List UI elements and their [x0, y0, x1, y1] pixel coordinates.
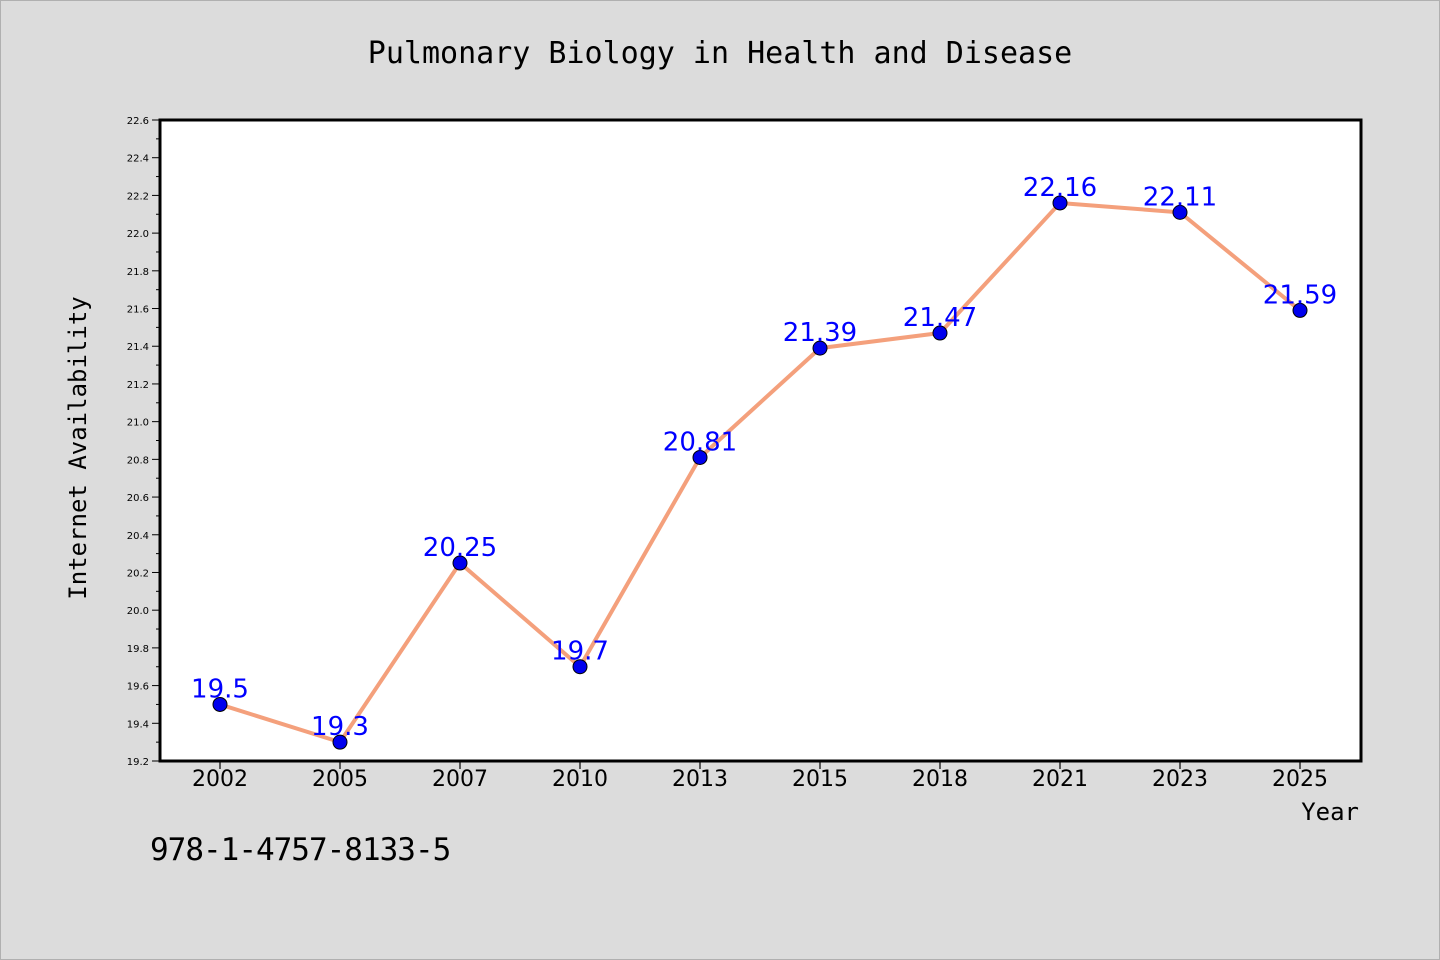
- series-line: [218, 200, 1302, 745]
- y-tick-label: 21.2: [127, 380, 149, 391]
- data-markers: [212, 195, 1308, 750]
- data-label: 22.11: [1143, 182, 1217, 212]
- data-label: 21.47: [903, 303, 977, 333]
- y-tick-label: 21.4: [127, 342, 149, 353]
- x-tick-label: 2013: [672, 767, 728, 792]
- y-tick-label: 21.6: [127, 305, 149, 316]
- data-point: [1172, 204, 1188, 220]
- y-tick-label: 20.0: [127, 606, 149, 617]
- x-tick-label: 2021: [1032, 767, 1088, 792]
- y-tick-label: 19.4: [127, 719, 149, 730]
- chart-title: Pulmonary Biology in Health and Disease: [368, 36, 1072, 71]
- data-point: [452, 555, 468, 571]
- y-tick-label: 22.6: [127, 116, 149, 127]
- data-point: [932, 325, 948, 341]
- data-label: 21.39: [783, 318, 857, 348]
- isbn-text: 978-1-4757-8133-5: [150, 832, 451, 868]
- x-tick-label: 2010: [552, 767, 608, 792]
- y-tick-label: 19.2: [127, 757, 149, 768]
- y-tick-label: 20.4: [127, 531, 149, 542]
- y-tick-label: 22.2: [127, 191, 149, 202]
- data-label: 20.81: [663, 427, 737, 457]
- data-point: [212, 696, 228, 712]
- y-tick-label: 22.0: [127, 229, 149, 240]
- y-axis-label: Internet Availability: [64, 296, 92, 599]
- data-point: [572, 659, 588, 675]
- data-label: 22.16: [1023, 173, 1097, 203]
- data-label: 19.5: [191, 674, 249, 704]
- data-point: [1052, 195, 1068, 211]
- x-tick-label: 2005: [312, 767, 368, 792]
- data-label: 20.25: [423, 533, 497, 563]
- x-tick-label: 2025: [1272, 767, 1328, 792]
- data-point: [812, 340, 828, 356]
- data-labels: 19.5 19.3 20.25 19.7 20.81 21.39 21.47 22.16 22.…: [191, 173, 1337, 742]
- data-label: 19.7: [551, 637, 609, 667]
- data-point: [332, 734, 348, 750]
- y-tick-label: 22.4: [127, 154, 149, 165]
- data-point: [692, 449, 708, 465]
- y-tick-label: 20.8: [127, 455, 149, 466]
- x-tick-label: 2018: [912, 767, 968, 792]
- y-tick-label: 19.6: [127, 682, 149, 693]
- x-tick-label: 2002: [192, 767, 248, 792]
- y-tick-label: 21.8: [127, 267, 149, 278]
- y-tick-label: 19.8: [127, 644, 149, 655]
- y-tick-label: 20.2: [127, 568, 149, 579]
- x-axis-label: Year: [1301, 798, 1359, 826]
- x-tick-label: 2023: [1152, 767, 1208, 792]
- data-point: [1292, 302, 1308, 318]
- x-tick-label: 2007: [432, 767, 488, 792]
- x-tick-label: 2015: [792, 767, 848, 792]
- series-line-group: [218, 200, 1302, 745]
- y-tick-label: 21.0: [127, 418, 149, 429]
- data-label: 21.59: [1263, 280, 1337, 310]
- y-axis: 19.2 19.4 19.6 19.8 20.0 20.2 20.4 20.6 20.8 21.0…: [127, 116, 160, 768]
- data-label: 19.3: [311, 712, 369, 742]
- plot-area: [158, 118, 1363, 763]
- x-axis: 2002 2005 2007 2010 2013 2015 2018 2021 2023 2025: [192, 761, 1328, 792]
- y-tick-label: 20.6: [127, 493, 149, 504]
